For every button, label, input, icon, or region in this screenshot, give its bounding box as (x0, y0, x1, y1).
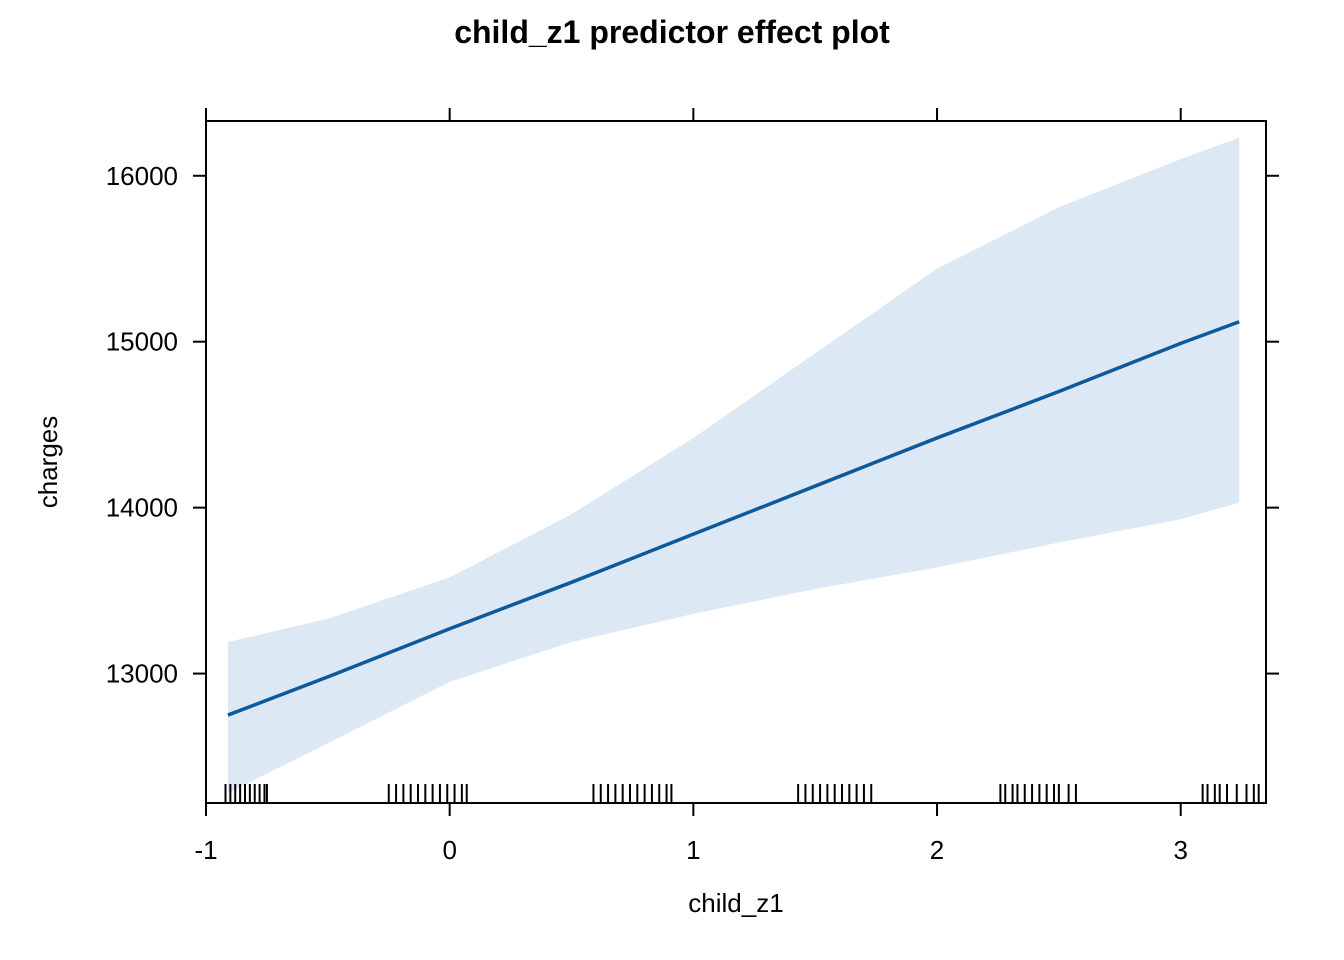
effect-line (227, 320, 1240, 717)
effect-line-layer (227, 320, 1240, 717)
x-axis-ticks: -1 0 1 2 3 (194, 108, 1188, 865)
y-tick-label: 13000 (106, 659, 178, 689)
y-tick-label: 16000 (106, 161, 178, 191)
plot-frame (205, 120, 1267, 804)
x-tick-label: 2 (930, 835, 944, 865)
x-tick-label: -1 (194, 835, 217, 865)
y-tick-label: 15000 (106, 327, 178, 357)
confidence-band (227, 137, 1240, 794)
x-tick-label: 1 (686, 835, 700, 865)
x-axis-label: child_z1 (688, 888, 783, 918)
y-axis-label: charges (33, 416, 63, 509)
x-tick-label: 0 (442, 835, 456, 865)
chart-title: child_z1 predictor effect plot (454, 14, 890, 50)
y-tick-label: 14000 (106, 493, 178, 523)
y-axis-ticks: 13000 14000 15000 16000 (106, 161, 1279, 689)
rug-layer (224, 784, 1260, 803)
confidence-band-layer (227, 137, 1240, 794)
x-tick-label: 3 (1173, 835, 1187, 865)
